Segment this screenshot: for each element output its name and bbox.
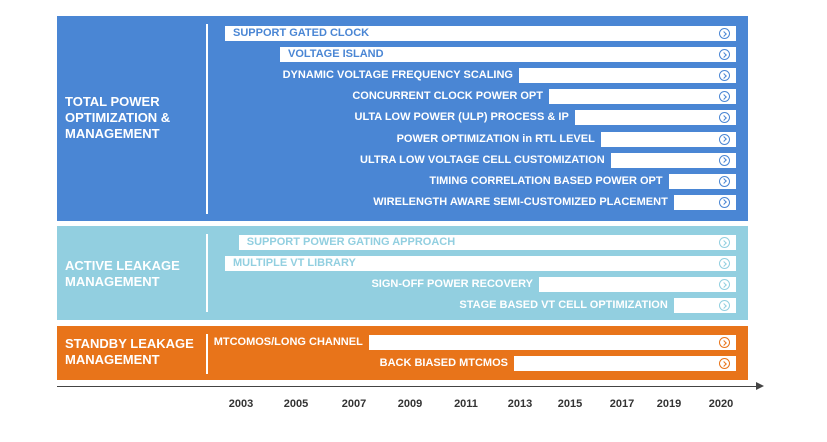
timeline-axis — [57, 386, 757, 387]
panel-standby-leakage: STANDBY LEAKAGE MANAGEMENT MTCOMOS/LONG C… — [57, 326, 748, 380]
panel-total-power: TOTAL POWER OPTIMIZATION & MANAGEMENT SUP… — [57, 16, 748, 221]
chevron-right-circle-icon — [719, 358, 730, 369]
panel-title: STANDBY LEAKAGE MANAGEMENT — [65, 336, 194, 367]
timeline-bar: SUPPORT POWER GATING APPROACH — [238, 235, 736, 250]
axis-tick-label: 2020 — [708, 398, 734, 410]
timeline-bar: ULTRA LOW VOLTAGE CELL CUSTOMIZATION — [360, 152, 736, 168]
chevron-right-circle-icon — [719, 49, 730, 61]
bar-label: SUPPORT POWER GATING APPROACH — [246, 236, 456, 248]
timeline-bar: DYNAMIC VOLTAGE FREQUENCY SCALING — [283, 68, 736, 84]
bar-label: DYNAMIC VOLTAGE FREQUENCY SCALING — [282, 69, 513, 82]
chevron-right-circle-icon — [719, 28, 730, 39]
panel-title: ACTIVE LEAKAGE MANAGEMENT — [65, 258, 180, 289]
chevron-right-circle-icon — [718, 300, 730, 311]
panel-divider — [206, 334, 208, 374]
timeline-bar: MTCOMOS/LONG CHANNEL — [214, 335, 736, 350]
timeline-bar: MULTIPLE VT LIBRARY — [225, 256, 736, 271]
timeline-arrow — [756, 382, 764, 390]
timeline-bar: WIRELENGTH AWARE SEMI-CUSTOMIZED PLACEME… — [373, 194, 736, 210]
bar-label: SIGN-OFF POWER RECOVERY — [371, 278, 533, 290]
axis-tick-label: 2007 — [341, 398, 367, 410]
chevron-right-circle-icon — [719, 91, 730, 103]
axis-tick-label: 2019 — [656, 398, 682, 410]
timeline-bar: TIMING CORRELATION BASED POWER OPT — [429, 173, 736, 189]
bar-label: VOLTAGE ISLAND — [288, 48, 384, 61]
chevron-right-circle-icon — [718, 154, 730, 166]
timeline-bar: SIGN-OFF POWER RECOVERY — [371, 277, 736, 292]
chevron-right-circle-icon — [719, 237, 730, 248]
axis-tick-label: 2011 — [454, 398, 478, 410]
bar-label: CONCURRENT CLOCK POWER OPT — [352, 90, 543, 103]
timeline-bar: BACK BIASED MTCMOS — [380, 356, 736, 371]
axis-tick-label: 2013 — [507, 398, 533, 410]
timeline-bar: SUPPORT GATED CLOCK — [225, 26, 736, 41]
timeline-bar: ULTA LOW POWER (ULP) PROCESS & IP — [355, 110, 736, 126]
chevron-right-circle-icon — [719, 279, 730, 290]
chevron-right-circle-icon — [718, 196, 730, 208]
bar-label: TIMING CORRELATION BASED POWER OPT — [429, 174, 663, 187]
bar-label: ULTA LOW POWER (ULP) PROCESS & IP — [354, 111, 569, 124]
chevron-right-circle-icon — [718, 133, 730, 145]
panel-active-leakage: ACTIVE LEAKAGE MANAGEMENT SUPPORT POWER G… — [57, 226, 748, 320]
bar-label: MTCOMOS/LONG CHANNEL — [213, 336, 363, 348]
timeline-bar: POWER OPTIMIZATION in RTL LEVEL — [397, 131, 736, 147]
panel-divider — [206, 24, 208, 214]
chevron-right-circle-icon — [718, 337, 730, 348]
timeline-bar: VOLTAGE ISLAND — [280, 47, 736, 63]
axis-tick-label: 2005 — [283, 398, 309, 410]
bar-label: POWER OPTIMIZATION in RTL LEVEL — [396, 132, 595, 145]
bar-label: ULTRA LOW VOLTAGE CELL CUSTOMIZATION — [360, 153, 605, 166]
timeline-bar: STAGE BASED VT CELL OPTIMIZATION — [459, 298, 736, 313]
chevron-right-circle-icon — [718, 175, 730, 187]
panel-title: TOTAL POWER OPTIMIZATION & MANAGEMENT — [65, 94, 171, 141]
axis-tick-label: 2009 — [397, 398, 423, 410]
timeline-bar: CONCURRENT CLOCK POWER OPT — [352, 89, 736, 105]
bar-label: SUPPORT GATED CLOCK — [233, 27, 370, 39]
panel-divider — [206, 234, 208, 312]
axis-tick-label: 2003 — [228, 398, 254, 410]
axis-tick-label: 2015 — [557, 398, 583, 410]
bar-label: BACK BIASED MTCMOS — [379, 357, 508, 369]
bar-label: STAGE BASED VT CELL OPTIMIZATION — [459, 299, 668, 311]
chevron-right-circle-icon — [719, 258, 730, 269]
bar-label: WIRELENGTH AWARE SEMI-CUSTOMIZED PLACEME… — [373, 195, 668, 208]
bar-label: MULTIPLE VT LIBRARY — [233, 257, 356, 269]
chevron-right-circle-icon — [718, 112, 730, 124]
axis-tick-label: 2017 — [609, 398, 635, 410]
chevron-right-circle-icon — [719, 70, 730, 82]
